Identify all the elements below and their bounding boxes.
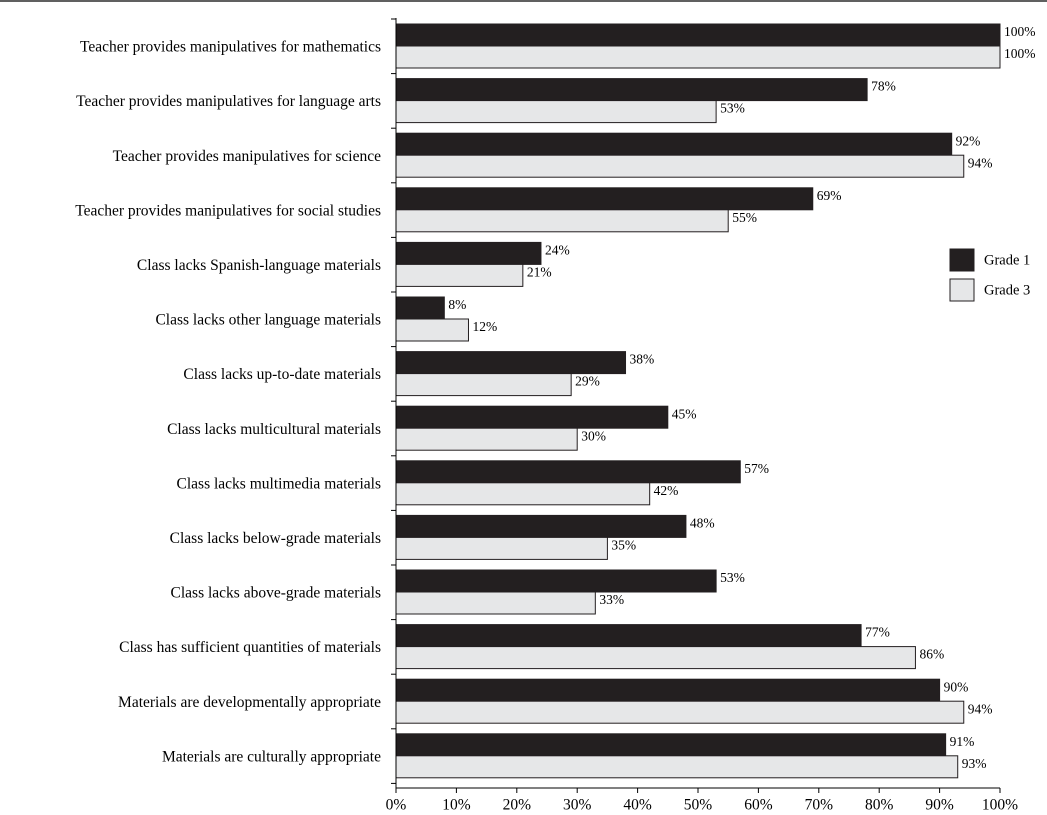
x-tick-label: 50% xyxy=(684,797,713,814)
bar-grade-1 xyxy=(395,241,542,265)
category-label: Class lacks other language materials xyxy=(155,312,381,329)
value-label: 30% xyxy=(581,428,606,443)
category-label: Teacher provides manipulatives for socia… xyxy=(75,202,381,219)
category-label: Class lacks multicultural materials xyxy=(167,421,381,438)
x-tick-label: 70% xyxy=(805,797,834,814)
x-tick-label: 30% xyxy=(563,797,592,814)
bar-grade-1 xyxy=(395,405,669,429)
value-label: 78% xyxy=(871,79,896,94)
value-label: 100% xyxy=(1004,46,1036,61)
bar-grade-1 xyxy=(395,23,1001,47)
value-label: 100% xyxy=(1004,24,1036,39)
value-label: 69% xyxy=(817,188,842,203)
bar-grade-3 xyxy=(395,646,916,670)
value-label: 38% xyxy=(630,352,655,367)
value-label: 92% xyxy=(956,133,981,148)
legend-label: Grade 3 xyxy=(984,282,1030,298)
x-tick-label: 100% xyxy=(982,797,1018,814)
legend: Grade 1 Grade 3 xyxy=(949,248,1030,302)
bar-grade-3 xyxy=(395,591,596,615)
legend-label: Grade 1 xyxy=(984,252,1030,268)
x-tick-label: 80% xyxy=(865,797,894,814)
bar-grade-1 xyxy=(395,678,941,702)
bar-grade-3 xyxy=(395,45,1001,69)
value-label: 90% xyxy=(944,679,969,694)
value-label: 48% xyxy=(690,515,715,530)
bar-grade-3 xyxy=(395,427,578,451)
value-label: 53% xyxy=(720,570,745,585)
category-label: Teacher provides manipulatives for mathe… xyxy=(80,39,381,56)
category-label: Class lacks above-grade materials xyxy=(171,585,381,602)
value-label: 42% xyxy=(654,483,679,498)
value-label: 57% xyxy=(744,461,769,476)
category-label: Teacher provides manipulatives for scien… xyxy=(113,148,381,165)
category-labels: Teacher provides manipulatives for mathe… xyxy=(75,39,381,766)
value-label: 77% xyxy=(865,625,890,640)
bar-grade-1 xyxy=(395,296,445,320)
x-tick-label: 60% xyxy=(744,797,773,814)
value-label: 24% xyxy=(545,242,570,257)
category-label: Materials are developmentally appropriat… xyxy=(118,694,381,711)
bars-layer xyxy=(395,23,1001,779)
value-label: 86% xyxy=(919,647,944,662)
category-label: Class lacks up-to-date materials xyxy=(183,366,381,383)
bar-grade-1 xyxy=(395,569,717,593)
value-label: 8% xyxy=(448,297,466,312)
category-label: Teacher provides manipulatives for langu… xyxy=(76,93,381,110)
x-tick-label: 90% xyxy=(925,797,954,814)
bar-grade-3 xyxy=(395,263,524,287)
bar-grade-1 xyxy=(395,78,868,102)
value-label: 55% xyxy=(732,210,757,225)
bar-grade-1 xyxy=(395,132,953,156)
bar-grade-1 xyxy=(395,624,862,648)
bar-grade-3 xyxy=(395,318,469,342)
bar-grade-1 xyxy=(395,351,627,375)
category-label: Materials are culturally appropriate xyxy=(162,748,381,765)
category-label: Class lacks below-grade materials xyxy=(170,530,381,547)
value-label: 94% xyxy=(968,155,993,170)
bar-grade-1 xyxy=(395,460,741,484)
bar-grade-3 xyxy=(395,373,572,397)
legend-swatch-grade-1 xyxy=(949,248,975,272)
x-tick-label: 0% xyxy=(386,797,407,814)
bar-grade-3 xyxy=(395,536,608,560)
value-label: 21% xyxy=(527,264,552,279)
legend-swatch-grade-3 xyxy=(949,278,975,302)
value-label: 91% xyxy=(950,734,975,749)
bar-grade-1 xyxy=(395,187,814,211)
x-tick-label: 40% xyxy=(623,797,652,814)
value-labels: 100% 100% 78% 53% 92% 94% 69% 55% 24% 21% 8% 12% 38%… xyxy=(448,24,1035,771)
value-label: 33% xyxy=(599,592,624,607)
bar-grade-3 xyxy=(395,209,729,233)
category-label: Class lacks multimedia materials xyxy=(177,475,381,492)
bar-grade-3 xyxy=(395,700,965,724)
category-label: Class has sufficient quantities of mater… xyxy=(119,639,381,656)
bar-grade-3 xyxy=(395,755,959,779)
value-label: 35% xyxy=(611,537,636,552)
x-tick-label: 10% xyxy=(442,797,471,814)
bar-grade-3 xyxy=(395,482,651,506)
bar-grade-3 xyxy=(395,154,965,178)
category-label: Class lacks Spanish-language materials xyxy=(137,257,381,274)
x-tick-label: 20% xyxy=(503,797,532,814)
bar-grade-1 xyxy=(395,733,947,757)
value-label: 12% xyxy=(472,319,497,334)
value-label: 29% xyxy=(575,374,600,389)
value-label: 93% xyxy=(962,756,987,771)
bar-grade-3 xyxy=(395,100,717,124)
value-label: 45% xyxy=(672,406,697,421)
axes: 0% 10% 20% 30% 40% 50% 60% 70% 80% 90% 100% xyxy=(386,18,1018,814)
value-label: 53% xyxy=(720,101,745,116)
value-label: 94% xyxy=(968,701,993,716)
bar-grade-1 xyxy=(395,514,687,538)
